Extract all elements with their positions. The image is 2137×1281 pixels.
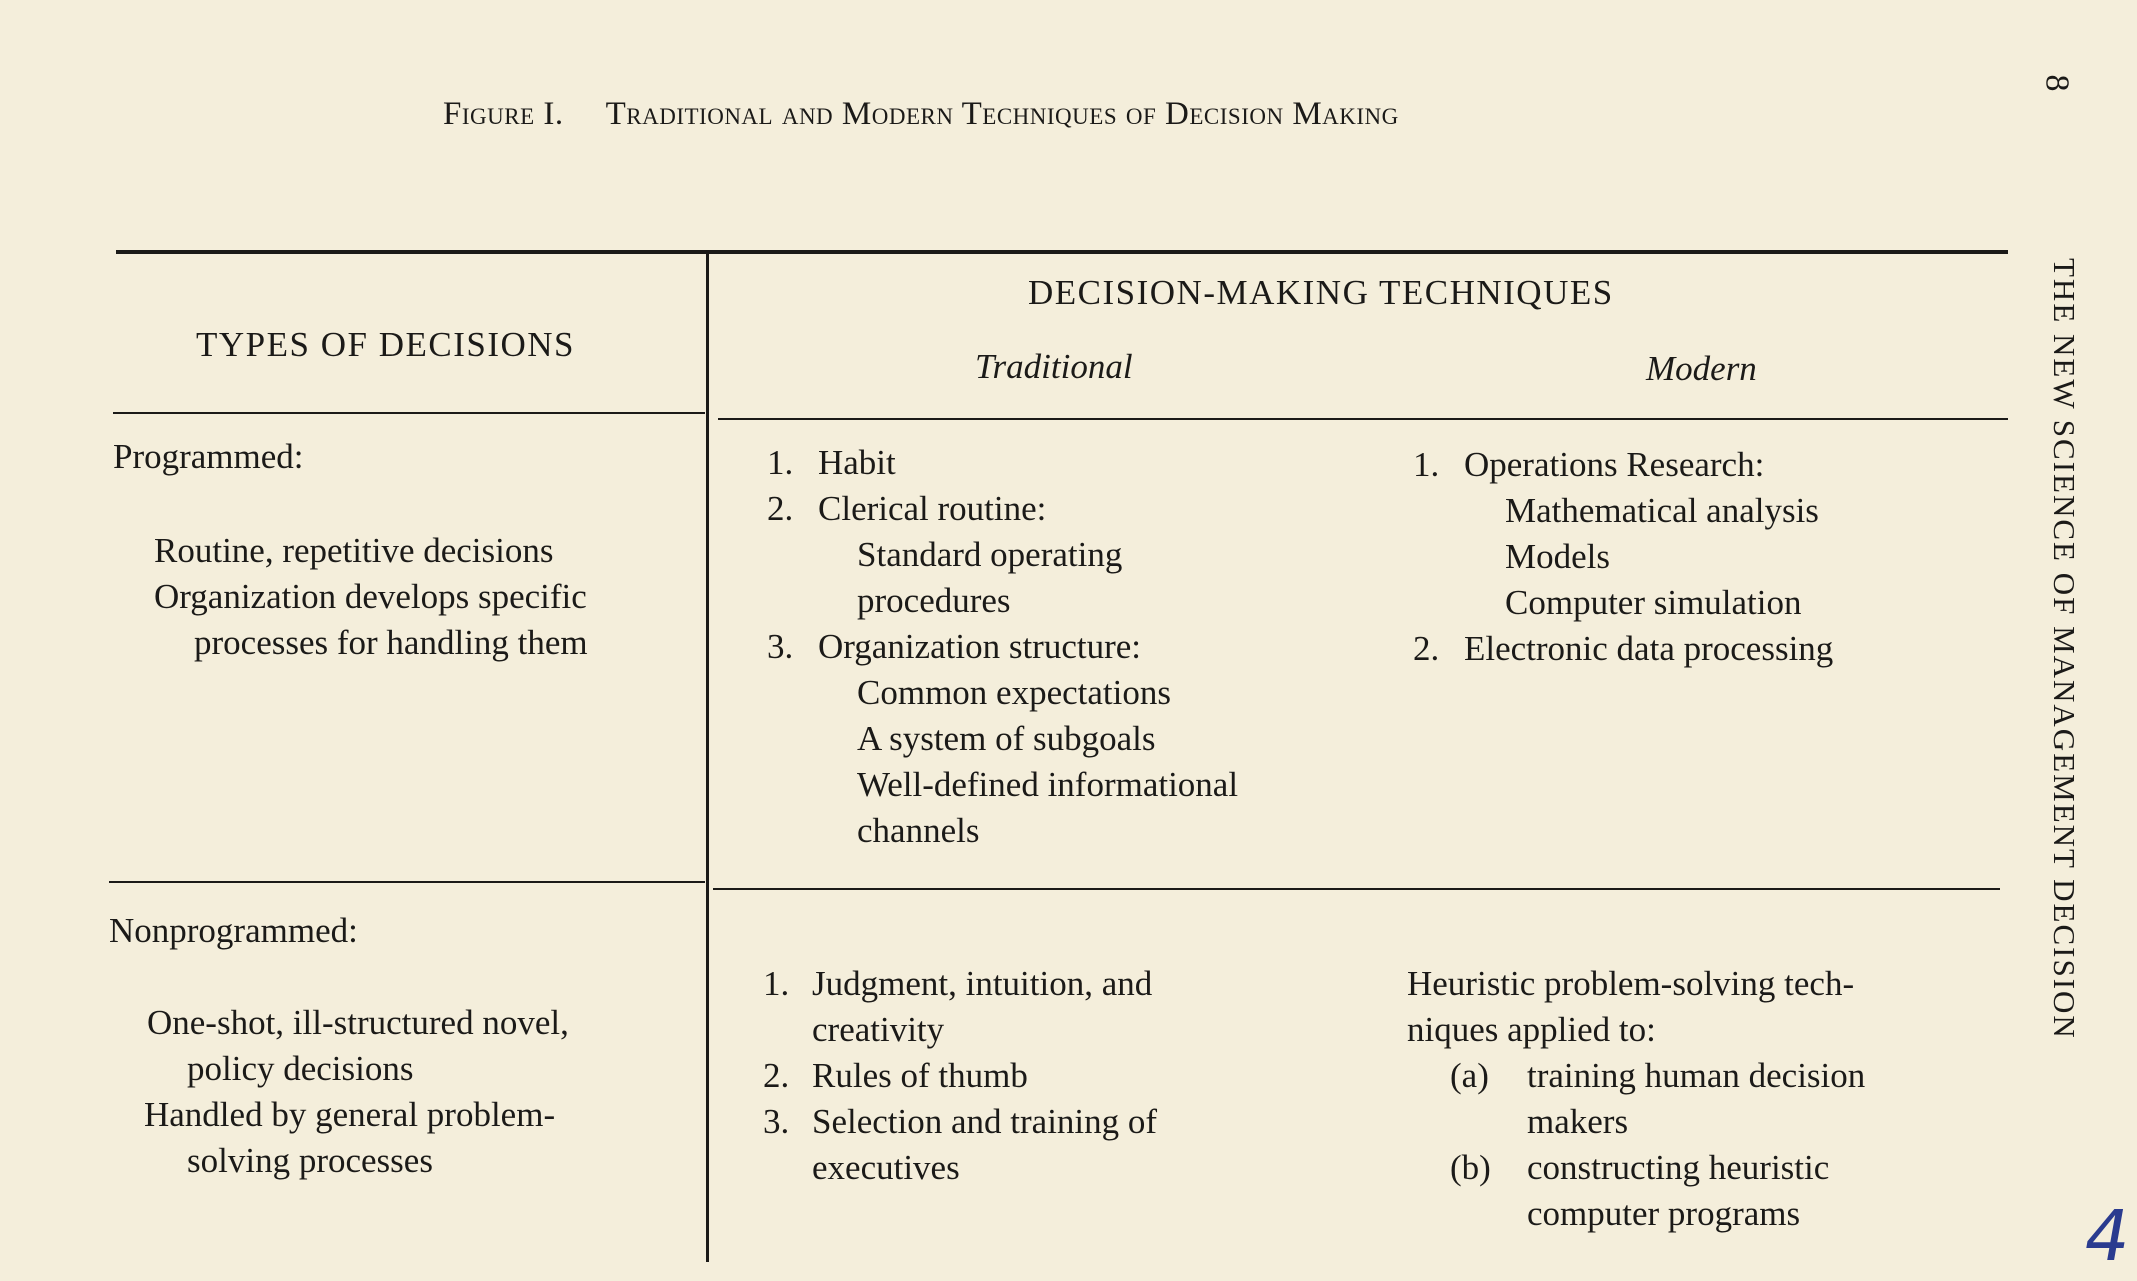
modern-item-number: (b) <box>1450 1148 1491 1187</box>
modern-item: Mathematical analysis <box>1505 491 1819 530</box>
header-rule-right <box>718 418 2008 420</box>
traditional-item: Rules of thumb <box>812 1056 1028 1095</box>
row-rule-left <box>109 881 705 883</box>
modern-item-number: 2. <box>1413 629 1440 668</box>
traditional-item-number: 1. <box>767 443 794 482</box>
page-number: 8 <box>2038 74 2076 92</box>
modern-item-number: (a) <box>1450 1056 1489 1095</box>
traditional-item: creativity <box>812 1010 945 1049</box>
traditional-item-number: 1. <box>763 964 790 1003</box>
header-decision-making-techniques: DECISION-MAKING TECHNIQUES <box>1028 273 1614 312</box>
row-description-line: Routine, repetitive decisions <box>154 531 554 570</box>
figure-title: Figure I. Traditional and Modern Techniqu… <box>443 96 1399 133</box>
row-description-line: processes for handling them <box>194 623 588 662</box>
row-type-label: Nonprogrammed: <box>109 911 358 950</box>
traditional-item-number: 3. <box>767 627 794 666</box>
traditional-item-number: 2. <box>763 1056 790 1095</box>
handwritten-mark: 4 <box>2077 1195 2137 1277</box>
traditional-item: Well-defined informational <box>857 765 1239 804</box>
row-description-line: policy decisions <box>187 1049 414 1088</box>
row-type-label: Programmed: <box>113 437 304 476</box>
traditional-item: Judgment, intuition, and <box>812 964 1153 1003</box>
modern-item: computer programs <box>1527 1194 1801 1233</box>
row-description-line: One-shot, ill-structured novel, <box>147 1003 569 1042</box>
header-traditional: Traditional <box>975 347 1133 386</box>
modern-item: Computer simulation <box>1505 583 1802 622</box>
figure-caption: Traditional and Modern Techniques of Dec… <box>605 96 1399 132</box>
figure-label: Figure I. <box>443 96 564 132</box>
running-head: THE NEW SCIENCE OF MANAGEMENT DECISION <box>2047 258 2082 1040</box>
traditional-item: channels <box>857 811 980 850</box>
row-rule-right <box>713 888 2000 890</box>
traditional-item-number: 2. <box>767 489 794 528</box>
row-description-line: solving processes <box>187 1141 433 1180</box>
modern-item: Electronic data processing <box>1464 629 1834 668</box>
modern-item: Heuristic problem-solving tech- <box>1407 964 1855 1003</box>
top-rule <box>116 250 2008 254</box>
traditional-item: procedures <box>857 581 1011 620</box>
column-divider <box>706 252 709 1262</box>
modern-item: Models <box>1505 537 1610 576</box>
traditional-item: executives <box>812 1148 960 1187</box>
row-description-line: Organization develops specific <box>154 577 587 616</box>
header-modern: Modern <box>1646 349 1757 388</box>
traditional-item: Habit <box>818 443 896 482</box>
header-rule-left <box>113 412 705 414</box>
modern-item: Operations Research: <box>1464 445 1765 484</box>
modern-item: training human decision <box>1527 1056 1866 1095</box>
traditional-item: Standard operating <box>857 535 1123 574</box>
traditional-item: Common expectations <box>857 673 1171 712</box>
traditional-item: Organization structure: <box>818 627 1141 666</box>
traditional-item: Selection and training of <box>812 1102 1158 1141</box>
modern-item: niques applied to: <box>1407 1010 1656 1049</box>
modern-item: makers <box>1527 1102 1629 1141</box>
traditional-item: Clerical routine: <box>818 489 1047 528</box>
header-types-of-decisions: TYPES OF DECISIONS <box>196 325 575 364</box>
traditional-item-number: 3. <box>763 1102 790 1141</box>
modern-item-number: 1. <box>1413 445 1440 484</box>
modern-item: constructing heuristic <box>1527 1148 1830 1187</box>
traditional-item: A system of subgoals <box>857 719 1156 758</box>
row-description-line: Handled by general problem- <box>144 1095 556 1134</box>
